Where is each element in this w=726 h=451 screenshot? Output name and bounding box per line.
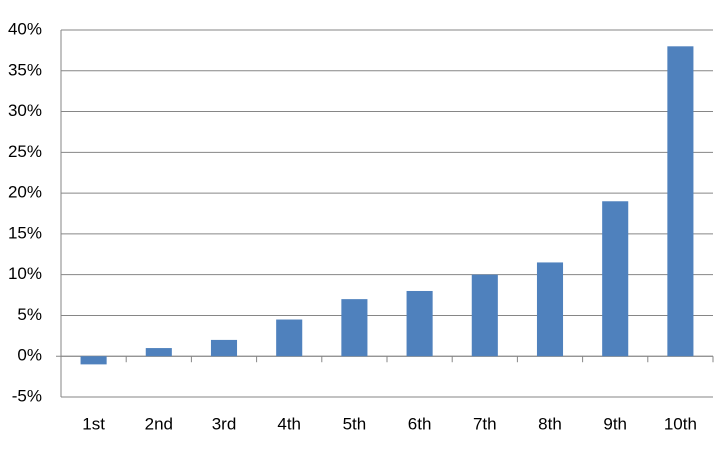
y-tick-label: 0% (17, 346, 42, 365)
y-tick-label: -5% (12, 386, 42, 405)
y-tick-label: 20% (8, 183, 42, 202)
y-tick-label: 30% (8, 101, 42, 120)
x-tick-label: 6th (408, 414, 432, 433)
x-tick-label: 9th (603, 414, 627, 433)
bar (471, 274, 498, 357)
bar (602, 201, 629, 357)
bar (210, 339, 238, 357)
x-tick-label: 4th (277, 414, 301, 433)
x-tick-label: 1st (82, 414, 105, 433)
bar (536, 262, 564, 357)
x-tick-label: 5th (343, 414, 367, 433)
y-tick-label: 40% (8, 19, 42, 38)
y-tick-label: 25% (8, 142, 42, 161)
bar (276, 319, 303, 357)
x-tick-label: 2nd (145, 414, 173, 433)
x-tick-label: 7th (473, 414, 497, 433)
y-tick-label: 35% (8, 60, 42, 79)
bar (145, 348, 172, 357)
x-tick-label: 3rd (212, 414, 237, 433)
x-tick-label: 8th (538, 414, 562, 433)
x-tick-label: 10th (664, 414, 697, 433)
bar (406, 290, 433, 357)
y-tick-label: 10% (8, 264, 42, 283)
bar (341, 299, 368, 357)
bar (667, 46, 694, 357)
y-tick-label: 15% (8, 223, 42, 242)
bar (80, 356, 107, 365)
y-tick-label: 5% (17, 305, 42, 324)
